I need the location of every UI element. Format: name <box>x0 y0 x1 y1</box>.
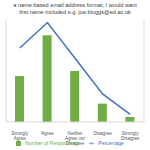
svg-text:Agree: Agree <box>41 131 54 136</box>
html-text:Percentage: Percentage <box>98 140 124 146</box>
svg-text:StronglyAgree: StronglyAgree <box>11 131 29 141</box>
html-text:a name based email address for: a name based email address format, I wou… <box>13 2 137 8</box>
svg-text:NeitherAgree norDisagree: NeitherAgree norDisagree <box>65 131 86 146</box>
html-text:first name included e.g. joe.b: first name included e.g. joe.bloggs@ed.a… <box>19 9 131 15</box>
svg-text:StronglyDisagree: StronglyDisagree <box>121 131 140 141</box>
svg-text:Disagree: Disagree <box>93 131 112 136</box>
html-text:Number of Respondents: Number of Respondents <box>25 140 80 146</box>
